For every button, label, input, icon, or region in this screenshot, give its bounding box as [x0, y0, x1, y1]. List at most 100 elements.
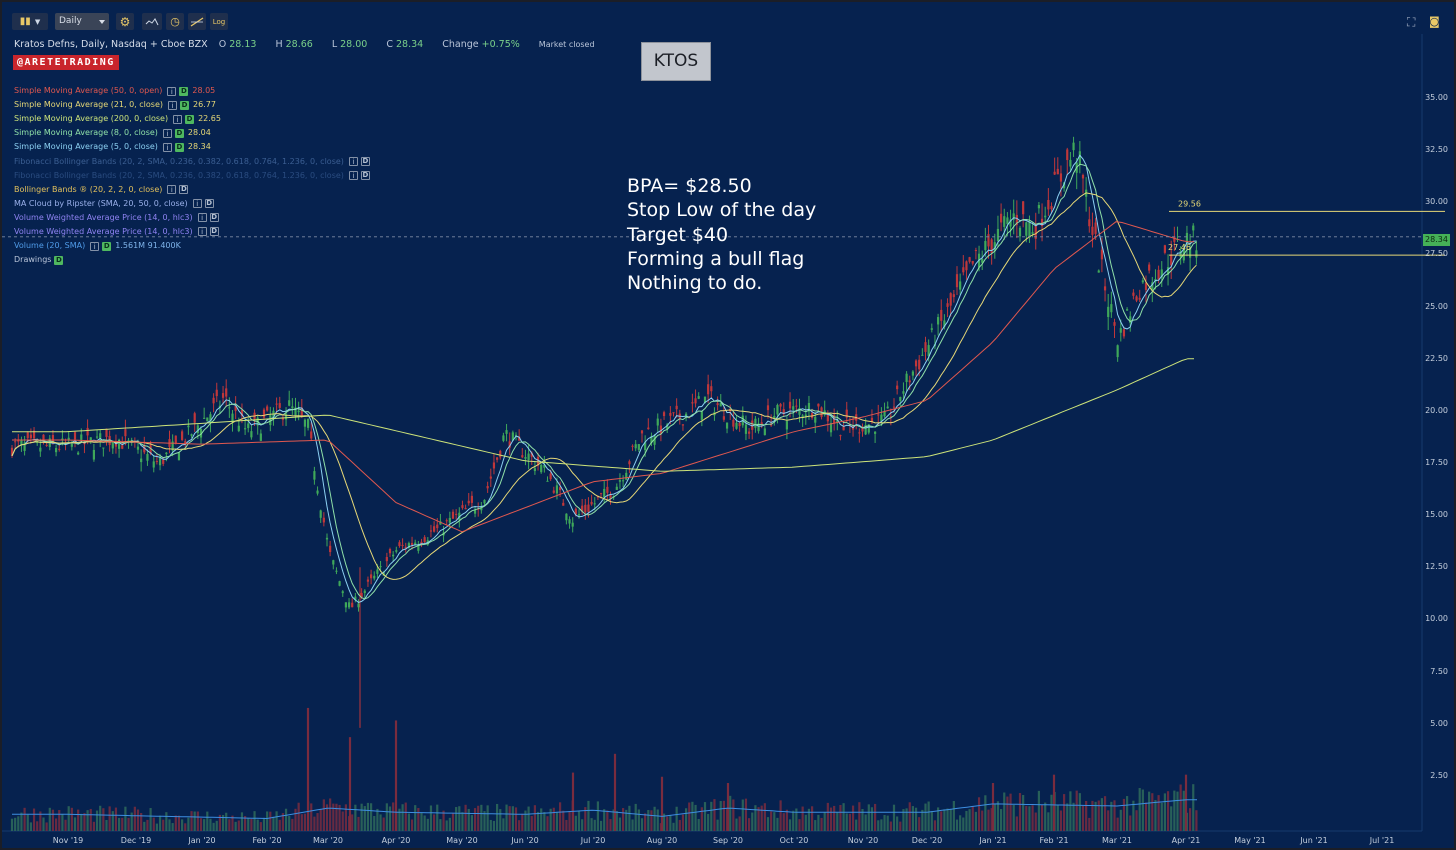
- volume-bar: [584, 807, 587, 831]
- gear-icon[interactable]: ⚙: [116, 13, 134, 30]
- display-toggle[interactable]: D: [102, 241, 112, 251]
- candle-body: [1160, 269, 1163, 278]
- display-toggle[interactable]: D: [209, 213, 219, 223]
- candle-body: [259, 433, 262, 441]
- volume-bar: [250, 818, 253, 831]
- volume-bar: [32, 808, 36, 831]
- candle-body: [625, 472, 628, 480]
- volume-bar: [559, 802, 562, 831]
- candle-body: [792, 406, 795, 410]
- log-scale-button[interactable]: Log: [210, 13, 228, 30]
- indicator-row[interactable]: Fibonacci Bollinger Bands (20, 2, SMA, 0…: [14, 154, 370, 168]
- fullscreen-icon[interactable]: ⛶: [1407, 15, 1416, 29]
- info-icon[interactable]: i: [167, 86, 177, 96]
- volume-bar: [530, 816, 533, 831]
- candle-body: [955, 274, 959, 288]
- interval-select[interactable]: Daily: [55, 13, 109, 30]
- clock-icon[interactable]: ◷: [166, 13, 184, 30]
- volume-bar: [870, 807, 874, 831]
- indicator-row[interactable]: Simple Moving Average (200, 0, close) i D 2…: [14, 112, 370, 126]
- chart-type-button[interactable]: ▮▮ ▼: [12, 13, 48, 30]
- candle-body: [700, 411, 703, 420]
- volume-bar: [177, 815, 181, 831]
- volume-bar: [291, 818, 294, 831]
- candle-body: [703, 396, 707, 403]
- volume-bar: [603, 809, 606, 831]
- candle-body: [370, 574, 373, 579]
- volume-bar: [914, 807, 918, 831]
- volume-bar: [70, 807, 73, 831]
- info-icon[interactable]: i: [348, 157, 358, 167]
- info-icon[interactable]: i: [197, 213, 207, 223]
- display-toggle[interactable]: D: [179, 86, 189, 96]
- compare-icon[interactable]: [142, 13, 162, 30]
- volume-bar: [448, 817, 451, 831]
- volume-bar: [599, 820, 603, 831]
- volume-bar: [883, 814, 886, 831]
- volume-bar: [451, 813, 455, 831]
- volume-bar: [729, 795, 732, 831]
- info-icon[interactable]: i: [197, 227, 207, 237]
- info-icon[interactable]: i: [90, 241, 100, 251]
- display-toggle[interactable]: D: [180, 100, 189, 110]
- info-icon[interactable]: i: [348, 171, 358, 181]
- volume-bar: [977, 797, 981, 831]
- candle-body: [32, 430, 36, 439]
- time-tick-label: Oct '20: [779, 836, 809, 845]
- volume-bar: [1003, 792, 1006, 831]
- volume-bar: [259, 822, 262, 831]
- indicator-row[interactable]: MA Cloud by Ripster (SMA, 20, 50, 0, clo…: [14, 197, 370, 211]
- indicator-row[interactable]: Simple Moving Average (21, 0, close) i D 26…: [14, 98, 370, 112]
- candle-body: [656, 418, 659, 426]
- indicator-row[interactable]: Simple Moving Average (50, 0, open) i D 28.…: [14, 84, 370, 98]
- display-toggle[interactable]: D: [204, 199, 214, 209]
- volume-bar: [281, 813, 284, 831]
- indicator-label: Fibonacci Bollinger Bands (20, 2, SMA, 0…: [14, 156, 344, 166]
- draw-icon[interactable]: [188, 13, 206, 30]
- display-toggle[interactable]: D: [209, 227, 219, 237]
- display-toggle[interactable]: D: [185, 114, 195, 124]
- indicator-row[interactable]: Volume Weighted Average Price (14, 0, hl…: [14, 211, 370, 225]
- volume-bar: [1015, 816, 1018, 831]
- volume-bar: [168, 819, 171, 831]
- sma-5-line: [11, 154, 1197, 603]
- time-tick-label: Aug '20: [646, 836, 678, 845]
- indicator-row[interactable]: Simple Moving Average (8, 0, close) i D 28.…: [14, 126, 370, 140]
- candle-body: [628, 461, 631, 465]
- indicator-row[interactable]: Volume Weighted Average Price (14, 0, hl…: [14, 225, 370, 239]
- volume-bar: [990, 808, 993, 831]
- candle-body: [272, 410, 275, 419]
- info-icon[interactable]: i: [162, 128, 172, 138]
- volume-bar: [640, 818, 644, 831]
- volume-bar: [269, 811, 272, 831]
- time-axis[interactable]: Nov '19 Dec '19 Jan '20 Feb '20 Mar '20 Apr '…: [2, 836, 1422, 848]
- info-icon[interactable]: i: [168, 100, 177, 110]
- indicator-row[interactable]: Fibonacci Bollinger Bands (20, 2, SMA, 0…: [14, 169, 370, 183]
- info-icon[interactable]: i: [167, 185, 177, 195]
- display-toggle[interactable]: D: [179, 185, 189, 195]
- display-toggle[interactable]: D: [174, 142, 184, 152]
- candle-body: [691, 402, 694, 404]
- volume-bar: [417, 808, 420, 831]
- indicator-row[interactable]: Volume (20, SMA) i D 1.561M 91.400K: [14, 239, 370, 253]
- candle-body: [1025, 222, 1028, 236]
- candle-body: [896, 385, 899, 390]
- info-icon[interactable]: i: [173, 114, 183, 124]
- volume-bar: [1009, 793, 1012, 831]
- volume-sma-line: [12, 799, 1197, 820]
- indicator-row[interactable]: Simple Moving Average (5, 0, close) i D 28.…: [14, 140, 370, 154]
- display-toggle[interactable]: D: [360, 171, 370, 181]
- candle-body: [549, 473, 552, 480]
- volume-bar: [294, 808, 297, 831]
- candle-body: [577, 514, 581, 516]
- camera-icon[interactable]: ◙: [1429, 15, 1440, 28]
- indicator-row[interactable]: Bollinger Bands ® (20, 2, 2, 0, close) i D: [14, 183, 370, 197]
- info-icon[interactable]: i: [192, 199, 202, 209]
- display-toggle[interactable]: D: [174, 128, 184, 138]
- display-toggle[interactable]: D: [54, 255, 64, 265]
- display-toggle[interactable]: D: [360, 157, 370, 167]
- volume-bar: [991, 783, 995, 831]
- indicator-row[interactable]: Drawings D: [14, 253, 370, 267]
- info-icon[interactable]: i: [162, 142, 172, 152]
